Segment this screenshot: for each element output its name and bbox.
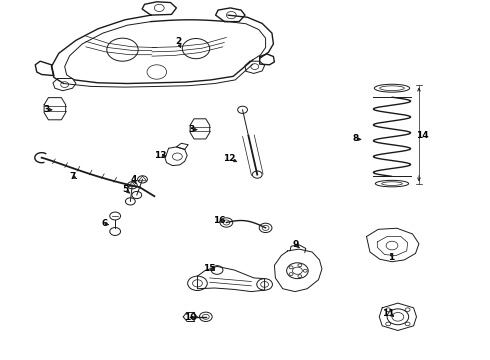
- Text: 9: 9: [292, 240, 299, 248]
- Text: 10: 10: [184, 313, 196, 322]
- Ellipse shape: [382, 182, 402, 185]
- Text: 6: 6: [101, 219, 107, 228]
- Text: 7: 7: [69, 172, 76, 181]
- Ellipse shape: [375, 180, 409, 187]
- Text: 12: 12: [223, 154, 236, 163]
- Ellipse shape: [380, 86, 404, 90]
- Text: 14: 14: [416, 130, 429, 139]
- Text: 15: 15: [203, 264, 216, 273]
- Text: 16: 16: [213, 216, 226, 225]
- Text: 4: 4: [130, 175, 137, 184]
- Text: 1: 1: [388, 253, 394, 262]
- Ellipse shape: [374, 84, 410, 92]
- Text: 5: 5: [122, 185, 128, 194]
- Text: 13: 13: [154, 151, 167, 160]
- Text: 3: 3: [44, 105, 49, 114]
- Text: 8: 8: [353, 134, 359, 143]
- Text: 2: 2: [176, 37, 182, 46]
- Text: 11: 11: [382, 309, 395, 318]
- Text: 3: 3: [188, 125, 194, 134]
